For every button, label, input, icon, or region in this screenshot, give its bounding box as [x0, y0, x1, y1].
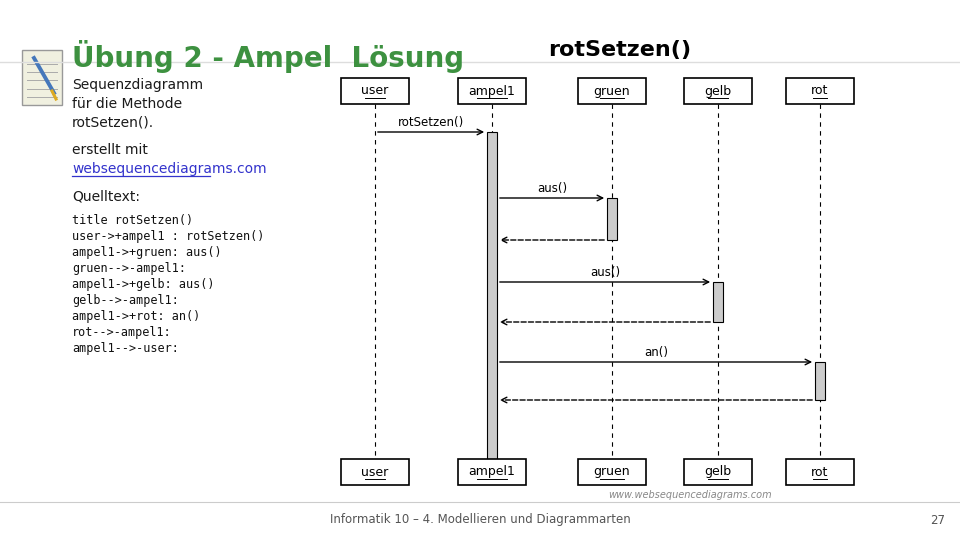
Text: websequencediagrams.com: websequencediagrams.com	[72, 162, 267, 176]
Text: ampel1->+gelb: aus(): ampel1->+gelb: aus()	[72, 278, 214, 291]
Text: www.websequencediagrams.com: www.websequencediagrams.com	[609, 490, 772, 500]
Text: rot: rot	[811, 84, 828, 98]
Bar	[713, 282, 723, 322]
Bar	[684, 78, 752, 104]
Bar	[684, 459, 752, 485]
Bar	[578, 78, 646, 104]
Bar	[458, 459, 526, 485]
Text: Übung 2 - Ampel  Lösung: Übung 2 - Ampel Lösung	[72, 40, 464, 73]
Text: ampel1->+gruen: aus(): ampel1->+gruen: aus()	[72, 246, 222, 259]
Text: Quelltext:: Quelltext:	[72, 189, 140, 203]
Text: aus(): aus()	[537, 182, 567, 195]
Bar	[487, 132, 497, 459]
Text: erstellt mit: erstellt mit	[72, 143, 148, 157]
Text: user: user	[361, 465, 389, 478]
Text: ampel1: ampel1	[468, 465, 516, 478]
Bar	[341, 78, 409, 104]
Text: rotSetzen(): rotSetzen()	[548, 40, 691, 60]
Text: 27: 27	[930, 514, 945, 526]
Text: an(): an()	[644, 346, 668, 359]
Text: gruen: gruen	[593, 84, 631, 98]
Text: title rotSetzen(): title rotSetzen()	[72, 214, 193, 227]
Text: ampel1: ampel1	[468, 84, 516, 98]
Bar	[815, 362, 825, 400]
Bar	[786, 78, 854, 104]
Text: rotSetzen(): rotSetzen()	[397, 116, 464, 129]
Bar	[341, 459, 409, 485]
Bar	[786, 459, 854, 485]
Bar	[607, 198, 617, 240]
Text: gelb: gelb	[705, 465, 732, 478]
Text: aus(): aus()	[590, 266, 620, 279]
Text: rot: rot	[811, 465, 828, 478]
Text: Sequenzdiagramm: Sequenzdiagramm	[72, 78, 204, 92]
Text: ampel1->+rot: an(): ampel1->+rot: an()	[72, 310, 201, 323]
Text: user: user	[361, 84, 389, 98]
Bar	[458, 78, 526, 104]
Text: gelb-->-ampel1:: gelb-->-ampel1:	[72, 294, 179, 307]
Text: für die Methode: für die Methode	[72, 97, 182, 111]
Bar	[578, 459, 646, 485]
Text: rotSetzen().: rotSetzen().	[72, 116, 155, 130]
Bar	[22, 50, 62, 105]
Text: ampel1-->-user:: ampel1-->-user:	[72, 342, 179, 355]
Text: rot-->-ampel1:: rot-->-ampel1:	[72, 326, 172, 339]
Text: user->+ampel1 : rotSetzen(): user->+ampel1 : rotSetzen()	[72, 230, 264, 243]
Text: gruen-->-ampel1:: gruen-->-ampel1:	[72, 262, 186, 275]
Text: Informatik 10 – 4. Modellieren und Diagrammarten: Informatik 10 – 4. Modellieren und Diagr…	[329, 514, 631, 526]
Text: gelb: gelb	[705, 84, 732, 98]
Text: gruen: gruen	[593, 465, 631, 478]
